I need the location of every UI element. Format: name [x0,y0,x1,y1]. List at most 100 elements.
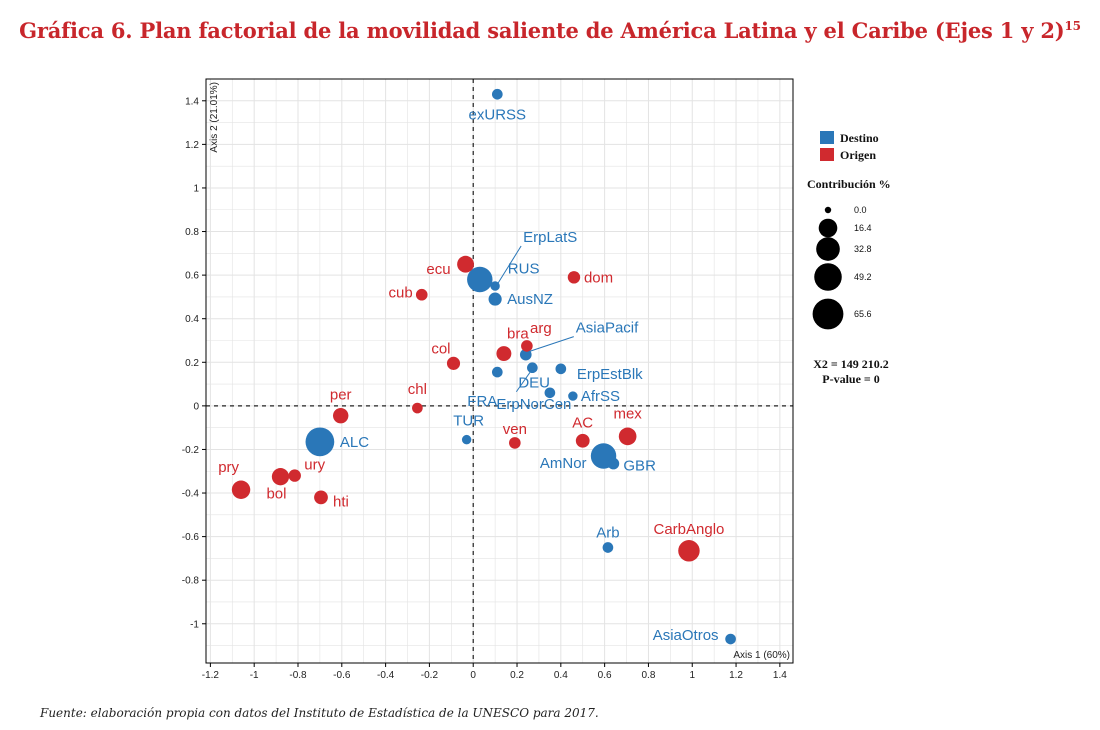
label-afrss: AfrSS [581,388,620,405]
x-tick-label: 1.2 [729,670,743,681]
x-tick-label: -0.8 [289,670,307,681]
point-arb [602,542,614,553]
label-arb: Arb [596,525,619,542]
label-tur: TUR [453,413,484,430]
x-axis-title: Axis 1 (60%) [733,650,790,661]
point-mex [618,427,637,446]
data-points [231,88,736,645]
legend-label-origen: Origen [840,148,876,162]
point-deu [527,362,538,374]
legend-size-title: Contribución % [807,177,891,191]
x-tick-label: 1 [689,670,695,681]
y-tick-label: -0.6 [182,532,200,543]
legend-size-circle [824,206,832,214]
point-ury [288,469,301,482]
point-exurss [491,88,503,100]
label-erpnorcen: ErpNorCen [496,396,571,413]
legend-stats-line: P-value = 0 [822,372,880,386]
x-tick-label: -0.2 [421,670,439,681]
x-tick-label: 1.4 [773,670,787,681]
label-arg: arg [530,320,552,337]
plot-frame [205,78,794,664]
label-bra: bra [507,326,529,343]
label-leaders [497,245,574,393]
label-alc: ALC [340,434,369,451]
point-per [332,407,349,424]
y-tick-label: -0.8 [182,576,200,587]
label-rus: RUS [508,260,540,277]
label-erplats: ErpLatS [523,229,577,246]
y-axis-title: Axis 2 (21.01%) [209,82,220,153]
zero-lines [206,79,793,663]
label-hti: hti [333,493,349,510]
legend-size-label: 49.2 [854,272,872,282]
y-tick-label: 0.4 [185,314,199,325]
point-col [446,356,461,370]
label-amnor: AmNor [540,455,587,472]
point-carbanglo [678,540,700,562]
point-ac [575,433,590,448]
x-tick-label: -0.4 [377,670,395,681]
legend: Destino Origen Contribución % 0.0 16.4 32.8 49… [807,131,891,386]
point-chl [412,402,423,414]
point-fra [491,366,503,378]
label-cub: cub [389,285,413,302]
label-ven: ven [503,421,527,438]
x-tick-label: 0.2 [510,670,524,681]
y-tick-label: 1.4 [185,96,199,107]
point-tur [461,434,472,445]
x-tick-label: 0 [470,670,476,681]
point-ausnz [488,292,502,306]
y-tick-label: 0 [193,401,199,412]
x-tick-label: 0.6 [598,670,612,681]
point-erplats [490,281,500,291]
y-tick-label: -0.2 [182,445,200,456]
point-bra [496,346,512,362]
leader-deu [515,364,536,393]
y-tick-label: 1 [193,183,199,194]
legend-size-label: 16.4 [854,223,872,233]
x-tick-label: -1.2 [202,670,220,681]
legend-swatch-origen [820,148,834,161]
point-alc [305,427,335,457]
label-fra: FRA [467,393,497,410]
label-asiapacif: AsiaPacif [576,320,639,337]
x-tick-label: -0.6 [333,670,351,681]
y-tick-label: 0.6 [185,271,199,282]
label-dom: dom [584,269,613,286]
label-ac: AC [572,415,593,432]
label-ury: ury [304,457,325,474]
legend-label-destino: Destino [840,131,879,145]
title-footnote: 15 [1064,19,1082,33]
source-note: Fuente: elaboración propia con datos del… [40,706,599,720]
point-ecu [457,255,474,273]
legend-size-label: 0.0 [854,205,867,215]
point-asiapacif [519,348,532,361]
label-erpestblk: ErpEstBlk [577,366,643,383]
legend-swatch-destino [820,131,834,144]
leader-asiapacif [528,336,574,353]
legend-size-circle [812,298,844,330]
y-tick-label: -0.4 [182,489,200,500]
x-tick-label: 0.4 [554,670,568,681]
label-deu: DEU [518,375,550,392]
grid-lines [206,79,793,663]
point-pry [231,480,251,499]
legend-size-label: 65.6 [854,309,872,319]
point-labels: exURSS ErpLatS RUS AusNZ AsiaPacif ErpEstBlk F… [218,106,724,644]
label-per: per [330,387,352,404]
page-title: Gráfica 6. Plan factorial de la movilida… [0,18,1100,43]
legend-size-circle [816,237,840,261]
point-erpnorcen [544,387,556,399]
x-tick-label: 0.8 [641,670,655,681]
label-chl: chl [408,381,427,398]
point-erpestblk [555,363,567,375]
point-asiaotros [725,633,736,645]
axis-ticks: -1.2 -1 -0.8 -0.6 -0.4 -0.2 0 0.2 0.4 0.6 0.8 1 1.2 1… [182,96,787,681]
label-gbr: GBR [623,458,656,475]
y-tick-label: 0.2 [185,358,199,369]
label-ausnz: AusNZ [507,291,553,308]
label-asiaotros: AsiaOtros [653,627,719,644]
label-carbanglo: CarbAnglo [654,521,725,538]
